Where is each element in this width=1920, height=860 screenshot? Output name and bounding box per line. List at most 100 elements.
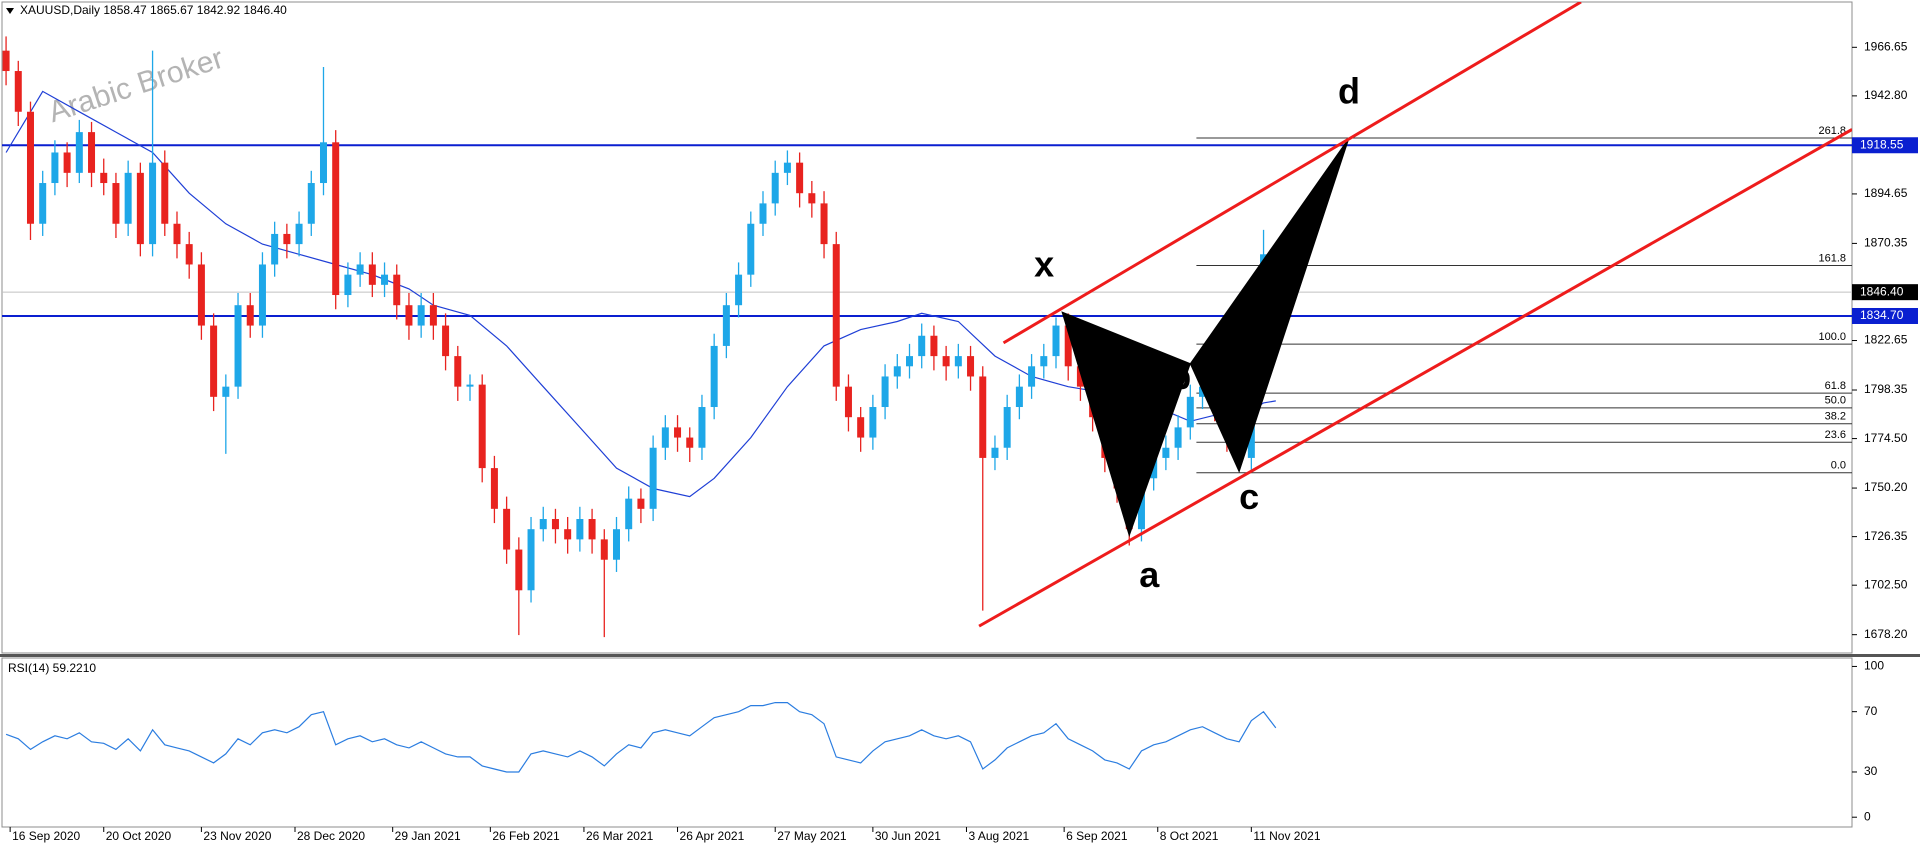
rsi-tick-label: 100 (1864, 659, 1884, 673)
candle-body (51, 152, 59, 184)
candle-body (906, 356, 914, 367)
pattern-label: a (1139, 554, 1160, 595)
candle-body (454, 356, 462, 387)
candle-body (698, 407, 706, 448)
current-price-marker (1852, 284, 1918, 301)
rsi-plot (5, 702, 1277, 773)
candle-body (625, 498, 633, 530)
candle-body (356, 264, 364, 275)
candle-body (759, 203, 767, 224)
candle-body (124, 172, 132, 224)
candle-body (783, 162, 791, 173)
x-tick-label: 26 Feb 2021 (492, 829, 560, 843)
price-marker (1852, 307, 1918, 324)
pattern-label: d (1338, 71, 1360, 112)
x-tick-label: 26 Mar 2021 (586, 829, 654, 843)
candle-body (100, 172, 108, 184)
candle-body (820, 203, 828, 245)
fib-label: 0.0 (1831, 460, 1846, 472)
candle-body (881, 376, 889, 408)
candle-body (564, 529, 572, 540)
candle-body (112, 183, 120, 224)
candle-body (417, 305, 425, 326)
candle-body (332, 142, 340, 296)
candle-body (588, 519, 596, 540)
price-marker (1852, 137, 1918, 154)
fib-label: 261.8 (1818, 125, 1846, 137)
candle-body (844, 386, 852, 418)
candle-body (930, 335, 938, 357)
candle-body (490, 468, 498, 509)
candle-body (405, 305, 413, 326)
candle-body (649, 447, 657, 509)
pattern-label: x (1034, 244, 1054, 285)
candle-body (686, 437, 694, 448)
candle-body (442, 325, 450, 357)
candle-body (576, 519, 584, 540)
rsi-tick-label: 30 (1864, 764, 1878, 778)
candle-body (210, 325, 218, 397)
candle-body (674, 427, 682, 438)
y-tick-label: 1822.65 (1864, 333, 1908, 347)
candle-body (893, 366, 901, 377)
candle-body (1064, 325, 1072, 367)
candle-body (1003, 407, 1011, 448)
candle-body (283, 233, 291, 245)
y-tick-label: 1894.65 (1864, 186, 1908, 200)
x-tick-label: 29 Jan 2021 (395, 829, 461, 843)
x-tick-label: 30 Jun 2021 (875, 829, 941, 843)
candle-body (747, 223, 755, 275)
candle-body (1186, 396, 1194, 428)
price-marker-label: 1834.70 (1860, 308, 1904, 322)
chart-title: XAUUSD,Daily 1858.47 1865.67 1842.92 184… (20, 3, 287, 17)
y-tick-label: 1942.80 (1864, 88, 1908, 102)
candle-body (161, 162, 169, 224)
fib-label: 161.8 (1818, 252, 1846, 264)
candle-body (796, 162, 804, 194)
candle-body (612, 529, 620, 560)
candle-body (381, 274, 389, 285)
fib-label: 100.0 (1818, 331, 1846, 343)
pattern-triangle (1189, 137, 1350, 473)
candle-body (600, 539, 608, 560)
candle-body (1028, 366, 1036, 387)
candle-body (222, 386, 230, 397)
candle-body (14, 71, 22, 112)
candle-body (637, 498, 645, 509)
y-tick-label: 1798.35 (1864, 382, 1908, 396)
candle-body (1052, 325, 1060, 357)
candle-body (393, 274, 401, 306)
candle-body (539, 519, 547, 530)
candle-body (234, 305, 242, 387)
y-tick-label: 1702.50 (1864, 577, 1908, 591)
fib-label: 61.8 (1825, 380, 1846, 392)
candle-body (918, 335, 926, 357)
candle-body (173, 223, 181, 245)
candle-body (2, 50, 10, 72)
candle-body (246, 305, 254, 326)
price-panel (1, 1, 1853, 654)
candle-body (1076, 366, 1084, 387)
rsi-tick-label: 0 (1864, 809, 1871, 823)
trend-line (1002, 2, 1582, 345)
candle-body (478, 384, 486, 469)
candle-body (429, 305, 437, 326)
candle-body (771, 172, 779, 204)
candle-body (136, 172, 144, 245)
candle-body (954, 356, 962, 367)
candle-body (1174, 427, 1182, 448)
candle-body (1137, 478, 1145, 530)
candle-body (857, 417, 865, 438)
candle-body (515, 549, 523, 591)
candle-body (258, 264, 266, 326)
candle-body (1040, 356, 1048, 367)
candle-body (1015, 386, 1023, 408)
candle-body (368, 264, 376, 285)
candle-body (808, 193, 816, 204)
candle-body (527, 529, 535, 591)
fib-label: 38.2 (1825, 411, 1846, 423)
candle-body (869, 407, 877, 438)
x-tick-label: 8 Oct 2021 (1160, 829, 1219, 843)
candle-body (661, 427, 669, 448)
